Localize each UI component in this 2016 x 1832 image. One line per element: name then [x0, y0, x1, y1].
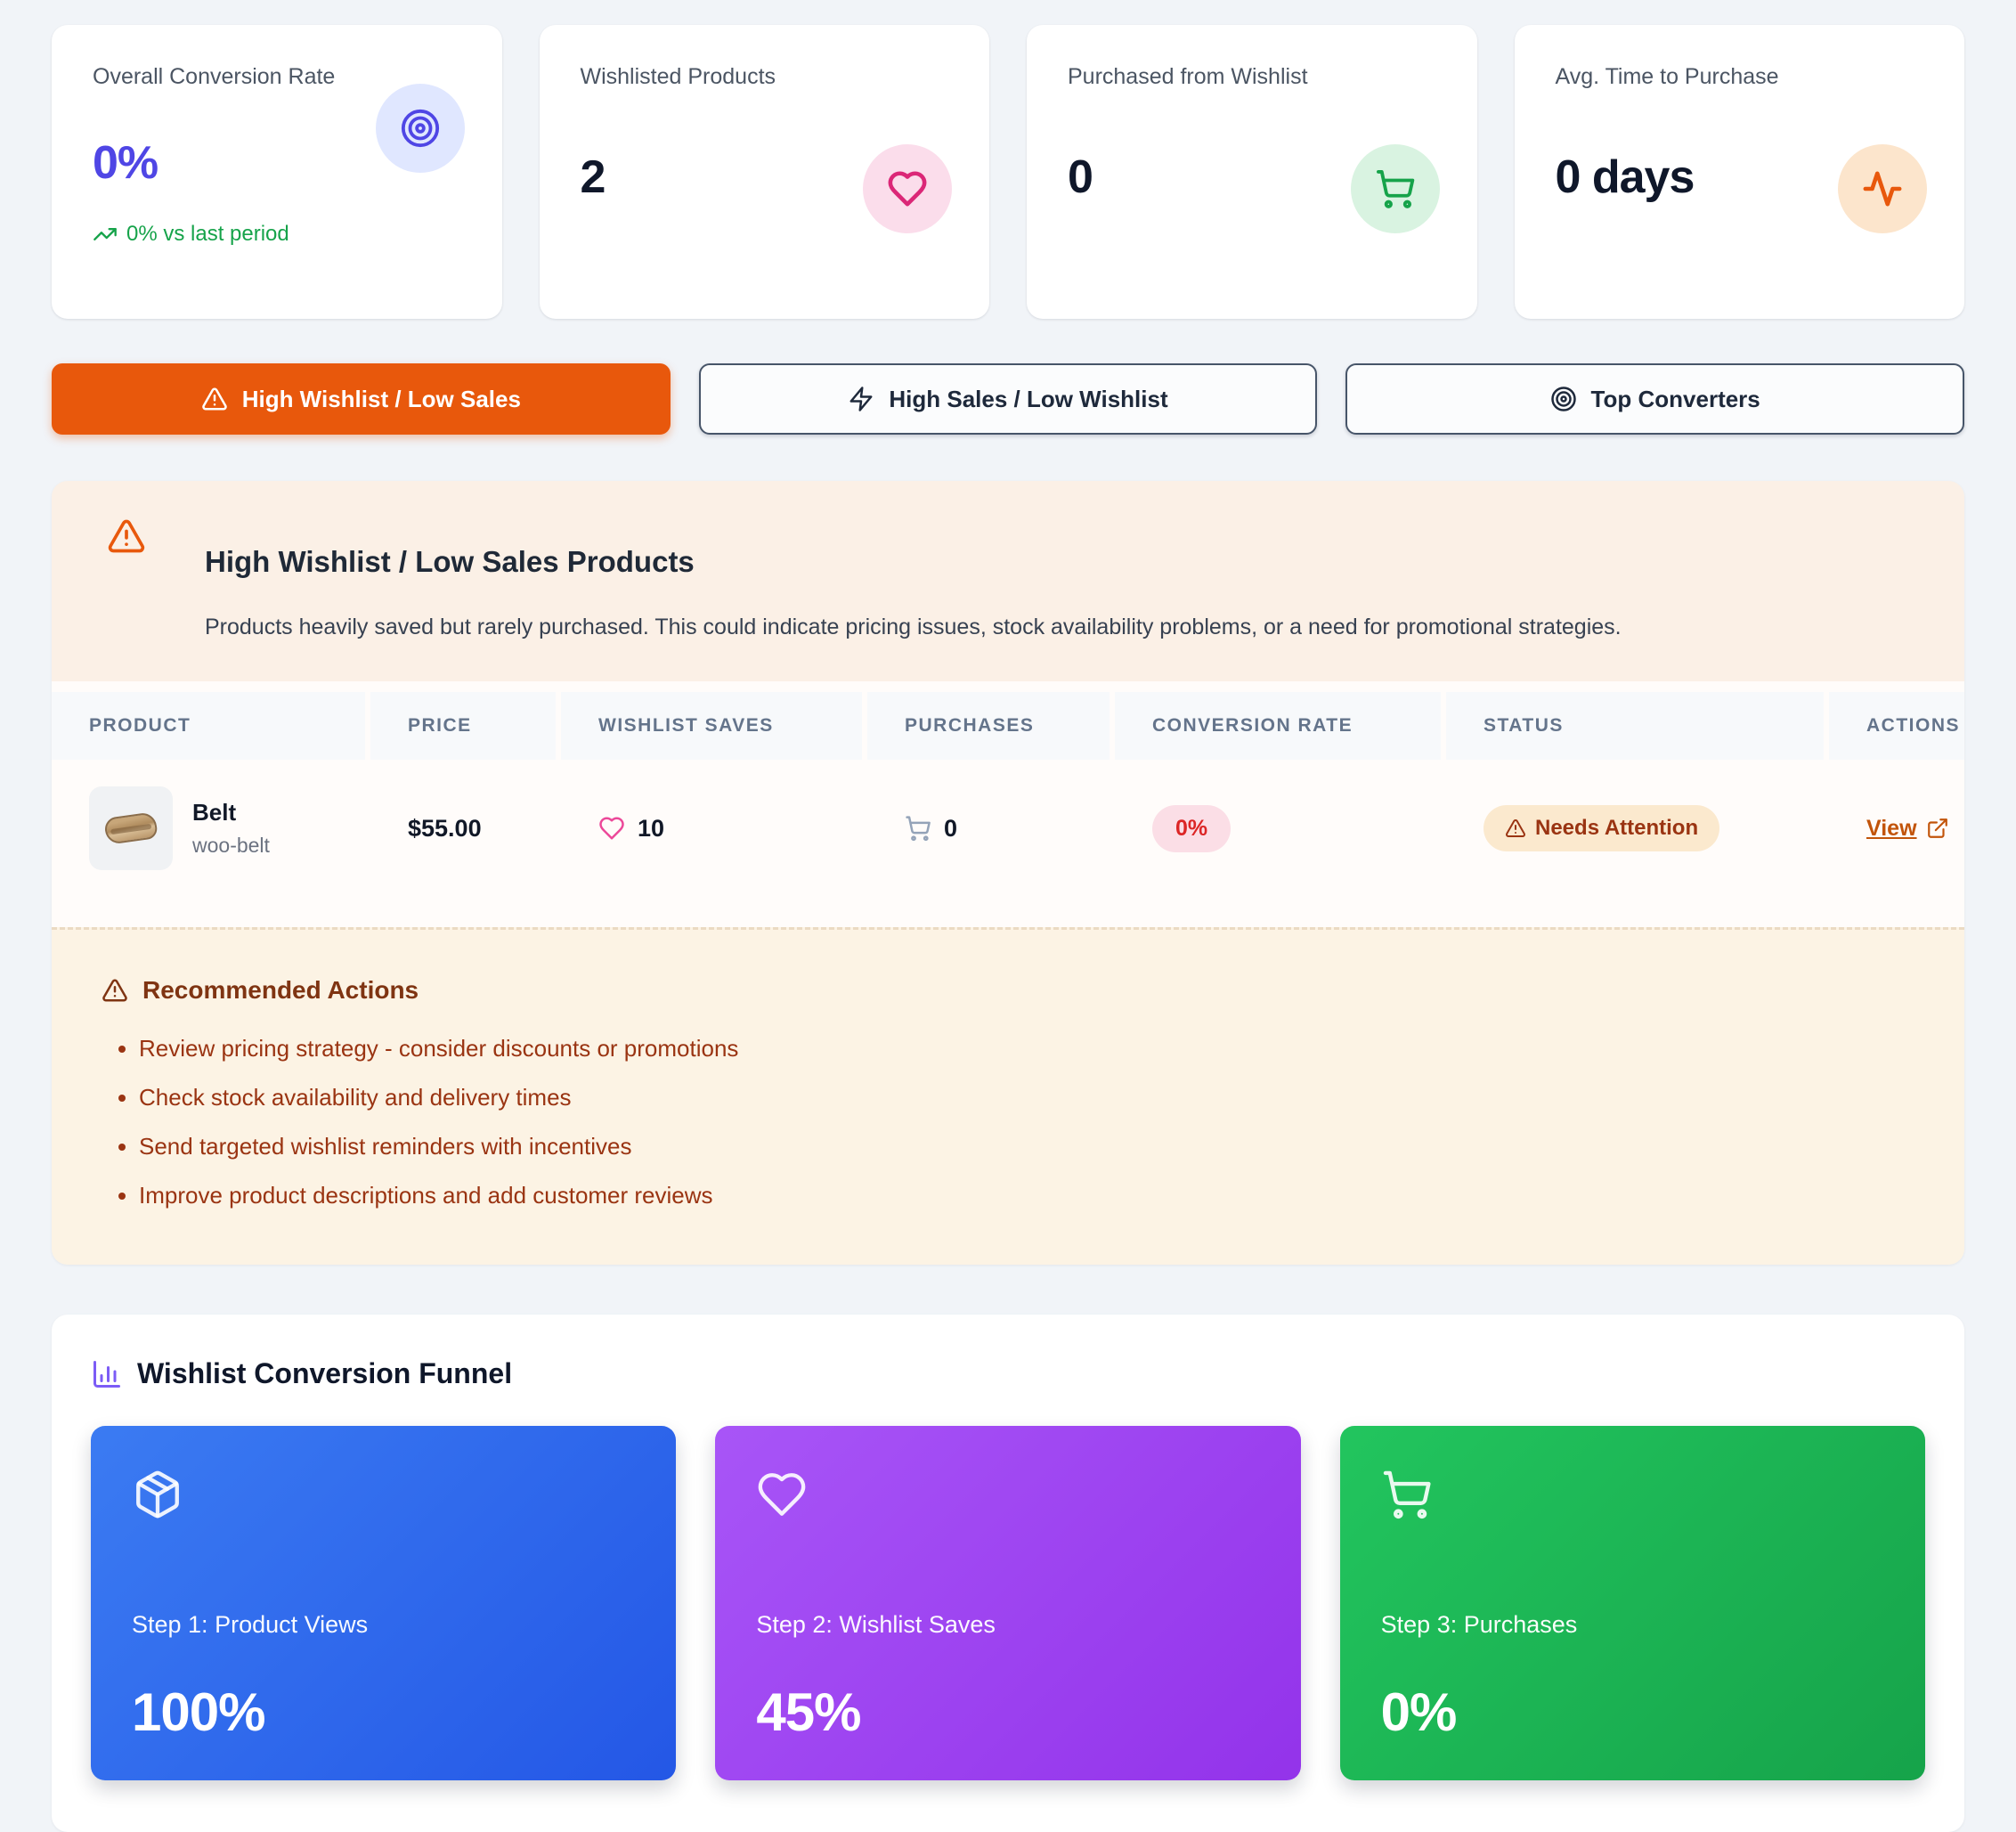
actions-cell: View: [1829, 816, 1964, 842]
column-header-product: PRODUCT: [52, 692, 365, 760]
funnel-step-value: 0%: [1380, 1682, 1458, 1742]
column-header-wishlist-saves: WISHLIST SAVES: [561, 692, 862, 760]
heart-icon: [756, 1469, 1259, 1520]
stat-value: 0%: [93, 137, 159, 189]
funnel-step-label: Step 1: Product Views: [132, 1611, 369, 1638]
funnel-step-product-views: Step 1: Product Views 100%: [91, 1426, 677, 1780]
alert-header: High Wishlist / Low Sales Products Produ…: [52, 481, 1964, 681]
funnel-step-value: 100%: [132, 1682, 265, 1742]
wishlist-saves-cell: 10: [561, 815, 862, 843]
recommended-action-item: Review pricing strategy - consider disco…: [139, 1035, 1914, 1063]
recommended-action-item: Improve product descriptions and add cus…: [139, 1182, 1914, 1209]
stat-value: 0: [1068, 151, 1093, 203]
stat-label: Avg. Time to Purchase: [1555, 64, 1779, 89]
column-header-status: STATUS: [1446, 692, 1824, 760]
section-title: High Wishlist / Low Sales Products: [205, 545, 695, 578]
funnel-title: Wishlist Conversion Funnel: [137, 1357, 513, 1389]
high-wishlist-low-sales-section: High Wishlist / Low Sales Products Produ…: [52, 481, 1964, 1265]
section-description: Products heavily saved but rarely purcha…: [205, 615, 1622, 639]
recommended-actions-box: Recommended Actions Review pricing strat…: [52, 927, 1964, 1265]
tab-high-wishlist-low-sales[interactable]: High Wishlist / Low Sales: [52, 363, 671, 435]
warning-triangle-icon: [1505, 818, 1526, 839]
conversion-rate-badge: 0%: [1152, 804, 1232, 852]
tab-top-converters[interactable]: Top Converters: [1345, 363, 1964, 435]
funnel-step-wishlist-saves: Step 2: Wishlist Saves 45%: [715, 1426, 1301, 1780]
funnel-step-label: Step 2: Wishlist Saves: [756, 1611, 996, 1638]
view-product-link[interactable]: View: [1866, 816, 1949, 842]
recommended-actions-title: Recommended Actions: [142, 976, 419, 1004]
lightning-icon: [848, 386, 874, 412]
recommended-action-item: Send targeted wishlist reminders with in…: [139, 1133, 1914, 1160]
stat-label: Purchased from Wishlist: [1068, 64, 1308, 89]
cart-icon: [905, 815, 931, 842]
stat-card-wishlisted-products: Wishlisted Products 2: [539, 25, 989, 319]
funnel-step-value: 45%: [756, 1682, 861, 1742]
price-cell: $55.00: [408, 814, 482, 842]
products-table: PRODUCT PRICE WISHLIST SAVES PURCHASES C…: [52, 681, 1964, 927]
insight-tabs: High Wishlist / Low Sales High Sales / L…: [52, 363, 1964, 435]
product-cell: Belt woo-belt: [52, 786, 365, 870]
warning-triangle-icon: [107, 517, 146, 556]
column-header-price: PRICE: [370, 692, 556, 760]
stat-label: Wishlisted Products: [580, 64, 776, 89]
status-badge: Needs Attention: [1484, 805, 1720, 851]
funnel-step-purchases: Step 3: Purchases 0%: [1339, 1426, 1925, 1780]
product-name: Belt: [192, 799, 237, 826]
package-icon: [132, 1469, 635, 1520]
heart-icon: [598, 815, 625, 842]
tab-label: Top Converters: [1590, 385, 1760, 412]
warning-triangle-icon: [102, 977, 128, 1004]
warning-triangle-icon: [201, 386, 228, 412]
funnel-step-label: Step 3: Purchases: [1380, 1611, 1578, 1638]
column-header-conversion-rate: CONVERSION RATE: [1115, 692, 1441, 760]
tab-label: High Sales / Low Wishlist: [889, 385, 1168, 412]
purchases-cell: 0: [867, 815, 1110, 843]
tab-high-sales-low-wishlist[interactable]: High Sales / Low Wishlist: [698, 363, 1318, 435]
bar-chart-icon: [91, 1358, 123, 1390]
recommended-action-item: Check stock availability and delivery ti…: [139, 1084, 1914, 1111]
table-header-row: PRODUCT PRICE WISHLIST SAVES PURCHASES C…: [52, 692, 1964, 760]
wishlist-conversion-funnel-section: Wishlist Conversion Funnel Step 1: Produ…: [52, 1315, 1964, 1832]
column-header-purchases: PURCHASES: [867, 692, 1110, 760]
cart-icon: [1381, 1469, 1884, 1520]
target-icon: [375, 84, 465, 173]
stat-label: Overall Conversion Rate: [93, 64, 336, 89]
product-thumbnail: [89, 786, 173, 870]
table-row: Belt woo-belt $55.00 10 0 0%: [52, 760, 1964, 897]
stat-card-overall-conversion: Overall Conversion Rate 0% 0% vs last pe…: [52, 25, 502, 319]
recommended-actions-list: Review pricing strategy - consider disco…: [139, 1035, 1914, 1209]
activity-icon: [1838, 144, 1927, 233]
heart-icon: [863, 144, 952, 233]
stat-value: 2: [580, 151, 606, 203]
stat-card-avg-time-to-purchase: Avg. Time to Purchase 0 days: [1514, 25, 1964, 319]
conversion-rate-cell: 0%: [1115, 804, 1441, 852]
stat-trend-label: 0% vs last period: [126, 222, 289, 246]
tab-label: High Wishlist / Low Sales: [241, 385, 521, 412]
external-link-icon: [1926, 817, 1949, 840]
product-slug: woo-belt: [192, 834, 270, 857]
trending-up-icon: [93, 222, 118, 247]
stats-row: Overall Conversion Rate 0% 0% vs last pe…: [52, 25, 1964, 319]
status-cell: Needs Attention: [1446, 805, 1824, 851]
column-header-actions: ACTIONS: [1829, 692, 1964, 760]
cart-icon: [1350, 144, 1440, 233]
funnel-steps: Step 1: Product Views 100% Step 2: Wishl…: [91, 1426, 1925, 1780]
target-icon: [1550, 386, 1577, 412]
stat-trend: 0% vs last period: [93, 222, 461, 247]
stat-card-purchased-from-wishlist: Purchased from Wishlist 0: [1027, 25, 1477, 319]
stat-value: 0 days: [1555, 151, 1695, 203]
